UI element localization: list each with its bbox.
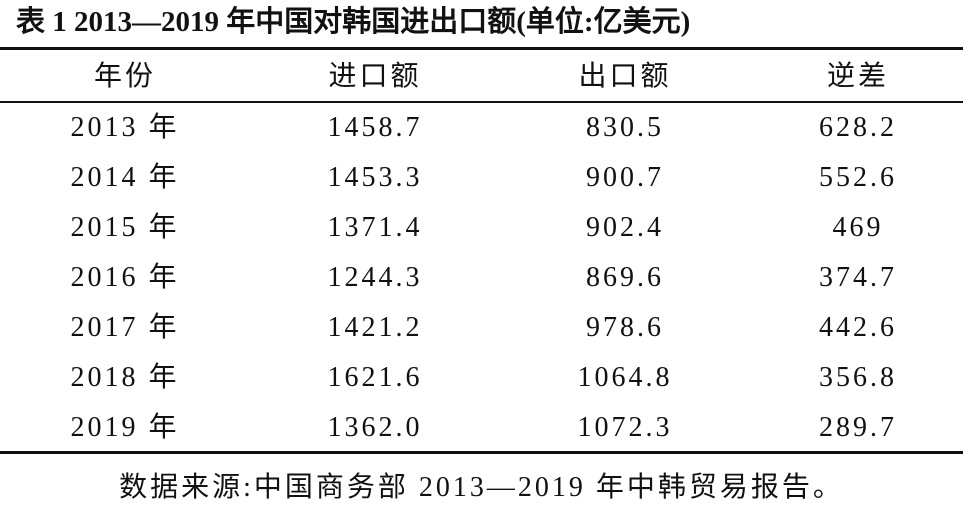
- table-cell: 830.5: [586, 112, 664, 143]
- top-rule: [0, 47, 963, 50]
- bottom-rule: [0, 451, 963, 454]
- table-cell: 552.6: [819, 162, 897, 193]
- table-cell: 289.7: [819, 412, 897, 443]
- header-rule: [0, 101, 963, 103]
- table-cell: 374.7: [819, 262, 897, 293]
- table-cell: 2019 年: [70, 412, 180, 443]
- table-cell: 1064.8: [577, 362, 673, 393]
- table-cell: 978.6: [586, 312, 664, 343]
- column-header: 出口额: [578, 61, 672, 92]
- table-title: 表 1 2013—2019 年中国对韩国进出口额(单位:亿美元): [16, 6, 691, 38]
- table-cell: 869.6: [586, 262, 664, 293]
- table-cell: 2013 年: [70, 112, 180, 143]
- table-cell: 442.6: [819, 312, 897, 343]
- table-cell: 1453.3: [327, 162, 423, 193]
- table-cell: 1621.6: [327, 362, 423, 393]
- table-cell: 1244.3: [327, 262, 423, 293]
- table-cell: 900.7: [586, 162, 664, 193]
- table-cell: 469: [832, 212, 884, 243]
- column-header: 进口额: [328, 61, 422, 92]
- table-cell: 902.4: [586, 212, 664, 243]
- source-note: 数据来源:中国商务部 2013—2019 年中韩贸易报告。: [119, 472, 844, 503]
- column-header: 逆差: [826, 61, 889, 92]
- table-cell: 628.2: [819, 112, 897, 143]
- table-cell: 356.8: [819, 362, 897, 393]
- table-cell: 1458.7: [327, 112, 423, 143]
- table-cell: 2014 年: [70, 162, 180, 193]
- table-cell: 1421.2: [327, 312, 423, 343]
- table-cell: 1072.3: [577, 412, 673, 443]
- column-header: 年份: [93, 61, 156, 92]
- table-cell: 2018 年: [70, 362, 180, 393]
- table-cell: 1371.4: [327, 212, 423, 243]
- table-cell: 2017 年: [70, 312, 180, 343]
- table-cell: 1362.0: [327, 412, 423, 443]
- table-cell: 2015 年: [70, 212, 180, 243]
- table-cell: 2016 年: [70, 262, 180, 293]
